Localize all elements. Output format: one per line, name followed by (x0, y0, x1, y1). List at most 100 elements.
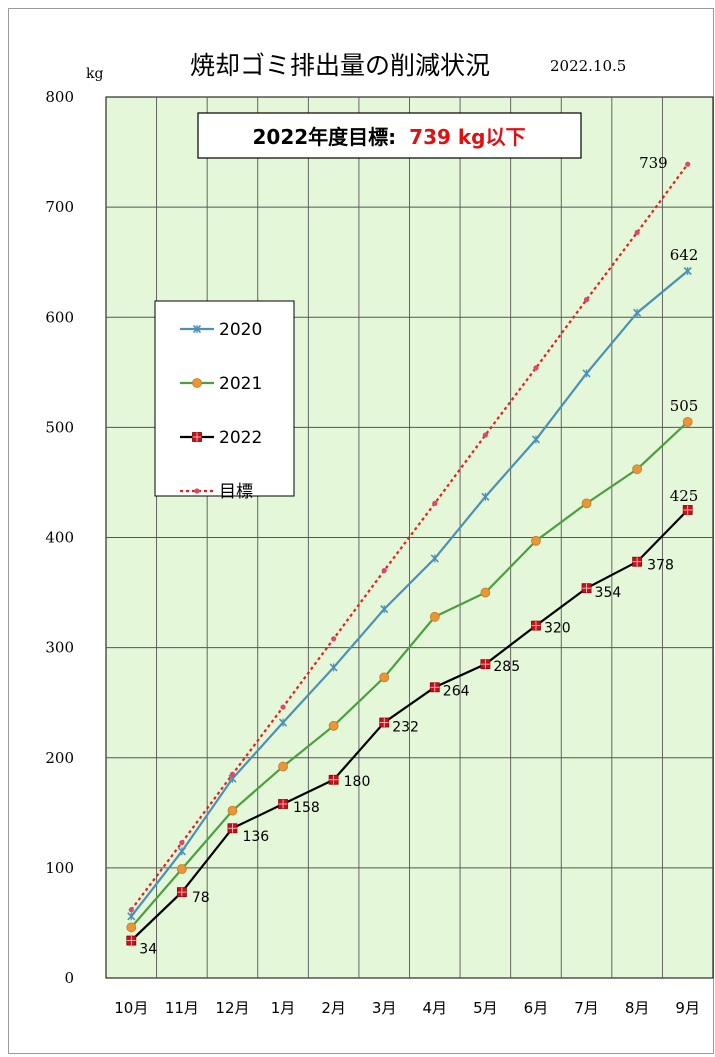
x-tick-label: 10月 (114, 999, 148, 1017)
y-tick-label: 100 (45, 859, 74, 877)
data-label-2022: 425 (670, 487, 699, 505)
data-label-2022: 78 (192, 890, 210, 906)
data-label-2022: 378 (647, 558, 674, 574)
point-2021-9月 (682, 416, 693, 427)
data-label-2022: 320 (544, 621, 571, 637)
y-tick-label: 200 (45, 749, 74, 767)
x-tick-label: 5月 (473, 999, 498, 1017)
y-axis-ticks: 0 100 200 300 400 500 600 700 800 (45, 88, 74, 987)
point-2020-3月 (380, 605, 389, 614)
data-label-2022: 232 (392, 720, 419, 736)
data-label-2022: 158 (293, 800, 320, 816)
point-目標-9月 (685, 161, 691, 167)
x-tick-label: 6月 (524, 999, 549, 1017)
point-2021-8月 (632, 464, 643, 475)
y-tick-label: 500 (45, 418, 74, 436)
point-2021-5月 (480, 587, 491, 598)
point-目標-4月 (432, 500, 438, 506)
y-axis-unit: kg (86, 66, 103, 82)
x-tick-label: 9月 (675, 999, 700, 1017)
point-2022-3月 (379, 717, 390, 728)
x-tick-label: 11月 (165, 999, 199, 1017)
point-2021-3月 (379, 672, 390, 683)
data-label-2022: 264 (443, 683, 470, 699)
point-2020-8月 (633, 308, 642, 317)
y-tick-label: 800 (45, 88, 74, 106)
series-line-2020 (130, 270, 689, 918)
legend-marker-2020 (192, 324, 202, 334)
data-label-2022: 136 (242, 829, 269, 845)
x-tick-label: 7月 (574, 999, 599, 1017)
y-tick-label: 400 (45, 529, 74, 547)
point-2022-1月 (278, 799, 288, 809)
point-目標-1月 (280, 704, 286, 710)
data-label-2022: 34 (139, 942, 157, 958)
data-label-2022: 354 (595, 585, 622, 601)
point-2021-2月 (328, 720, 339, 731)
target-box-value: 739 kg以下 (409, 125, 525, 149)
point-2020-4月 (430, 554, 439, 563)
point-2021-12月 (227, 805, 238, 816)
x-tick-label: 2月 (321, 999, 346, 1017)
point-目標-12月 (229, 771, 236, 777)
target-box-prefix: 2022年度目標: (253, 125, 397, 149)
series-line-目標 (130, 163, 689, 911)
point-2020-9月 (683, 266, 692, 276)
data-label-2022: 285 (493, 659, 520, 675)
point-2022-2月 (328, 774, 339, 785)
point-2021-11月 (176, 864, 187, 874)
point-2020-5月 (481, 492, 490, 501)
point-2022-11月 (176, 887, 187, 898)
y-tick-label: 700 (45, 198, 74, 216)
point-2022-12月 (227, 823, 238, 834)
point-2020-6月 (531, 435, 541, 444)
legend-label-2022: 2022 (219, 428, 262, 448)
point-2022-8月 (632, 556, 643, 567)
data-label-target: 739 (639, 154, 668, 172)
y-tick-label: 0 (64, 969, 74, 987)
y-tick-label: 600 (45, 308, 74, 326)
series-line-2022 (130, 509, 689, 942)
chart-title: 焼却ゴミ排出量の削減状況 (190, 51, 490, 80)
point-2020-1月 (278, 718, 288, 727)
series-group (126, 161, 693, 946)
x-tick-label: 4月 (423, 999, 448, 1017)
svg-text:2022年度目標: 739 kg以下: 2022年度目標: 739 kg以下 (253, 125, 526, 149)
target-box: 2022年度目標: 739 kg以下 (197, 112, 582, 159)
point-2020-10月 (127, 912, 136, 921)
data-label-2022: 180 (344, 774, 371, 790)
gridlines (106, 97, 713, 978)
series-line-2021 (130, 421, 689, 929)
data-label-2020: 642 (670, 246, 699, 264)
x-tick-label: 1月 (271, 999, 296, 1017)
point-目標-10月 (128, 907, 134, 913)
legend-label-2020: 2020 (219, 320, 262, 340)
point-2021-6月 (531, 535, 541, 546)
legend: 2020 2021 2022 目標 (154, 300, 295, 502)
point-目標-8月 (634, 229, 640, 236)
point-2021-7月 (581, 498, 592, 509)
point-2021-4月 (429, 611, 440, 622)
point-2022-9月 (682, 505, 693, 515)
point-2022-5月 (480, 659, 491, 670)
chart-date: 2022.10.5 (550, 57, 626, 75)
point-2022-10月 (126, 935, 137, 946)
legend-marker-目標 (194, 488, 200, 494)
point-2022-6月 (531, 620, 541, 631)
point-目標-3月 (381, 567, 387, 574)
point-目標-5月 (482, 432, 488, 438)
point-2020-7月 (582, 369, 591, 378)
data-label-2021: 505 (670, 397, 699, 415)
point-2022-4月 (429, 682, 440, 693)
legend-label-2021: 2021 (219, 374, 262, 394)
point-2020-11月 (177, 847, 186, 856)
x-axis-ticks: 10月 11月 12月 1月 2月 3月 4月 5月 6月 7月 8月 9月 (114, 999, 700, 1017)
point-2021-1月 (278, 761, 288, 772)
point-目標-2月 (331, 636, 337, 642)
legend-label-目標: 目標 (219, 482, 253, 502)
x-tick-label: 12月 (215, 999, 249, 1017)
x-tick-label: 8月 (625, 999, 650, 1017)
point-目標-6月 (533, 365, 539, 371)
y-tick-label: 300 (45, 639, 74, 657)
